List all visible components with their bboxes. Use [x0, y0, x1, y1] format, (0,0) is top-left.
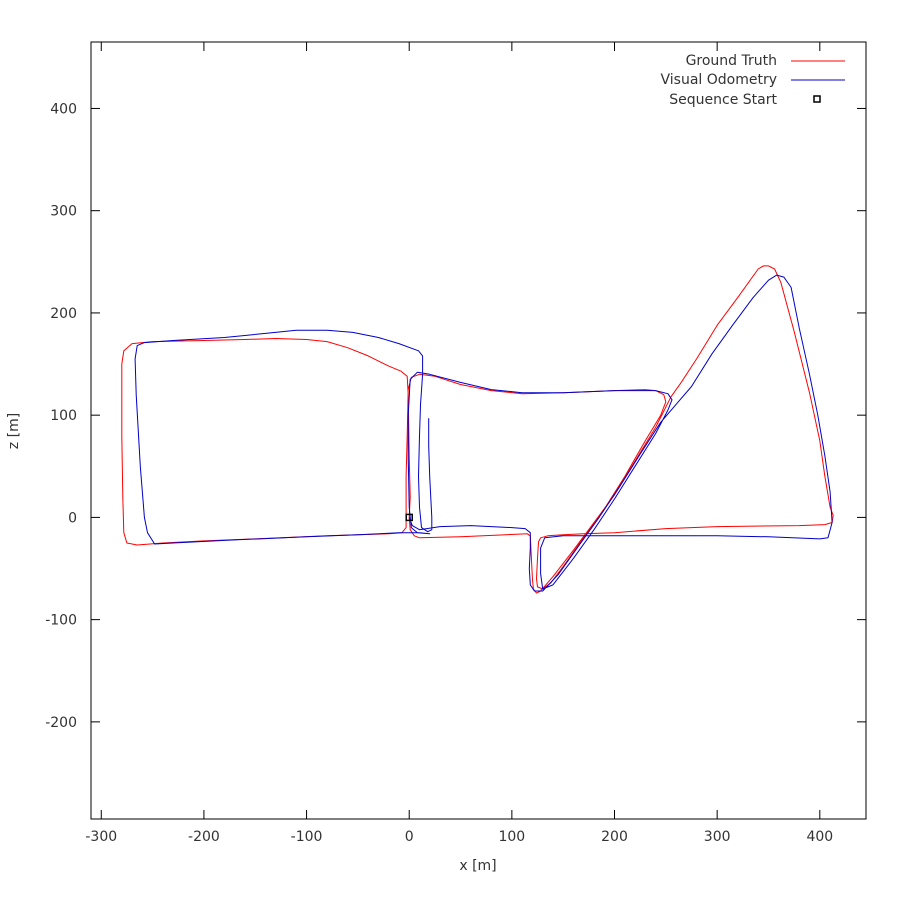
x-tick-label: 100 [498, 829, 525, 845]
y-axis-label: z [m] [6, 413, 22, 449]
series-layer [121, 265, 834, 594]
series-line-visual-odometry [134, 274, 833, 592]
x-axis-label: x [m] [459, 858, 496, 874]
start-marker-layer [405, 513, 413, 522]
y-tick-label: 200 [50, 306, 77, 322]
x-tick-label: 400 [806, 829, 833, 845]
x-tick-label: 0 [405, 829, 414, 845]
plot-frame [90, 41, 867, 820]
legend-label-ground-truth: Ground Truth [686, 53, 777, 69]
series-line-ground-truth [121, 265, 834, 594]
x-tick-label: 200 [601, 829, 628, 845]
legend-label-sequence-start: Sequence Start [669, 92, 777, 108]
y-tick-label: -200 [45, 715, 77, 731]
x-tick-label: -100 [291, 829, 323, 845]
axis-ticks: -300 -200 -100 0 100 200 300 400 -200 -100 0 100 200… [45, 42, 866, 845]
y-tick-label: 0 [68, 510, 77, 526]
legend-label-visual-odometry: Visual Odometry [661, 72, 778, 88]
sequence-start-marker [405, 513, 413, 522]
legend-marker-sequence-start [813, 95, 821, 103]
y-tick-label: 400 [50, 101, 77, 117]
x-tick-label: -300 [85, 829, 117, 845]
x-tick-label: 300 [704, 829, 731, 845]
y-tick-label: 100 [50, 408, 77, 424]
y-tick-label: -100 [45, 613, 77, 629]
x-tick-label: -200 [188, 829, 220, 845]
y-tick-label: 300 [50, 204, 77, 220]
legend: Ground Truth Visual Odometry Sequence St… [661, 53, 845, 108]
